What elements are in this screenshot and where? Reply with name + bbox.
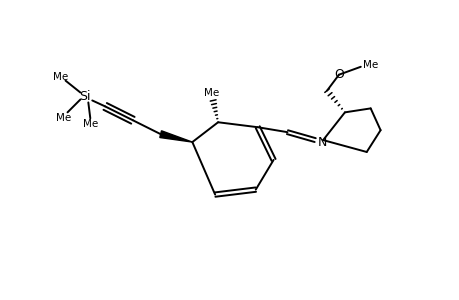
Text: Me: Me bbox=[203, 88, 218, 98]
Text: Me: Me bbox=[83, 119, 98, 129]
Text: N: N bbox=[317, 136, 326, 148]
Text: O: O bbox=[333, 68, 343, 81]
Text: Me: Me bbox=[362, 60, 377, 70]
Polygon shape bbox=[159, 131, 192, 142]
Text: Me: Me bbox=[53, 72, 68, 82]
Text: Si: Si bbox=[79, 90, 91, 103]
Text: Me: Me bbox=[56, 113, 71, 123]
